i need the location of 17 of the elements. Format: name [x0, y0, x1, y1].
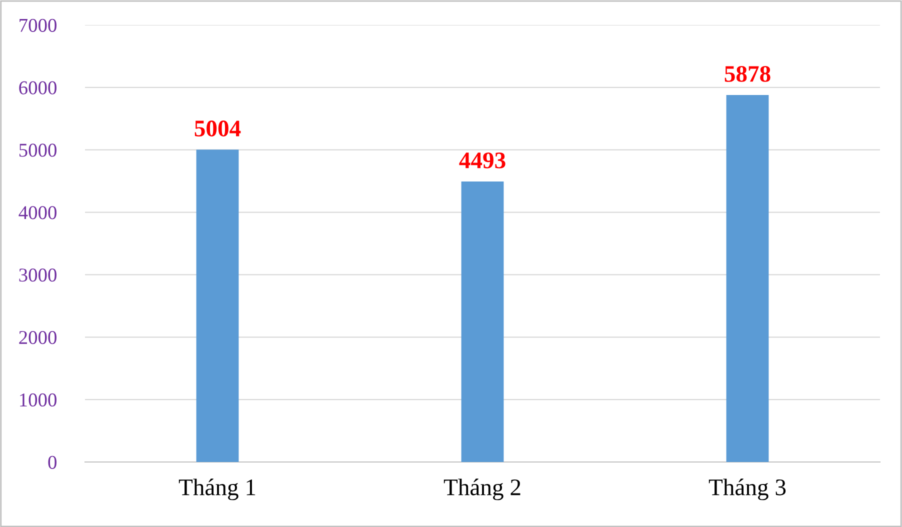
x-tick-label: Tháng 3 — [708, 478, 786, 500]
x-tick-label: Tháng 1 — [178, 478, 256, 500]
y-tick-label: 2000 — [19, 330, 56, 344]
data-label: 4493 — [459, 152, 506, 168]
bar — [196, 150, 239, 462]
y-tick-label: 3000 — [19, 268, 56, 282]
bar — [726, 95, 769, 462]
x-tick-label: Tháng 2 — [444, 478, 520, 500]
y-tick-label: 6000 — [19, 81, 56, 94]
data-label: 5004 — [194, 120, 241, 136]
y-tick-label: 1000 — [20, 393, 56, 407]
y-tick-label: 5000 — [19, 144, 56, 157]
data-label: 5878 — [724, 66, 770, 82]
y-tick-label: 4000 — [18, 206, 56, 220]
y-tick-label: 7000 — [20, 18, 56, 32]
bar — [461, 182, 504, 462]
y-tick-label: 0 — [48, 456, 56, 469]
